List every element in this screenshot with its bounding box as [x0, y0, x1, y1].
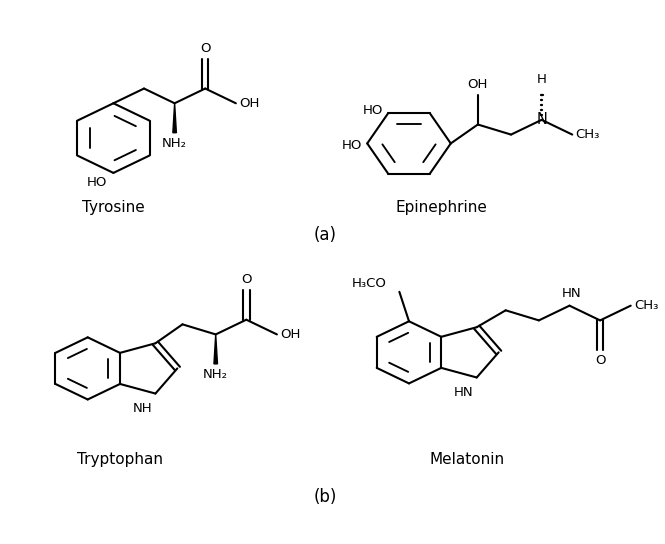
Text: Tryptophan: Tryptophan	[77, 452, 163, 467]
Text: OH: OH	[280, 328, 301, 341]
Polygon shape	[173, 103, 176, 133]
Text: HN: HN	[562, 287, 581, 300]
Text: O: O	[200, 42, 211, 55]
Polygon shape	[214, 335, 217, 364]
Text: Tyrosine: Tyrosine	[82, 200, 145, 215]
Text: CH₃: CH₃	[634, 299, 658, 312]
Text: HO: HO	[362, 104, 383, 117]
Text: O: O	[595, 354, 605, 367]
Text: (a): (a)	[314, 226, 337, 244]
Text: Epinephrine: Epinephrine	[395, 200, 487, 215]
Text: HN: HN	[454, 386, 473, 399]
Text: H₃CO: H₃CO	[352, 277, 386, 290]
Text: HO: HO	[86, 176, 107, 189]
Text: O: O	[241, 273, 251, 286]
Text: NH₂: NH₂	[162, 137, 187, 150]
Text: NH: NH	[132, 401, 152, 415]
Text: (b): (b)	[314, 488, 337, 506]
Text: OH: OH	[467, 78, 488, 91]
Text: CH₃: CH₃	[575, 128, 600, 141]
Text: H: H	[537, 73, 547, 86]
Text: Melatonin: Melatonin	[430, 452, 504, 467]
Text: HO: HO	[342, 139, 362, 152]
Text: N: N	[536, 113, 547, 127]
Text: OH: OH	[239, 97, 259, 110]
Text: NH₂: NH₂	[203, 368, 228, 381]
